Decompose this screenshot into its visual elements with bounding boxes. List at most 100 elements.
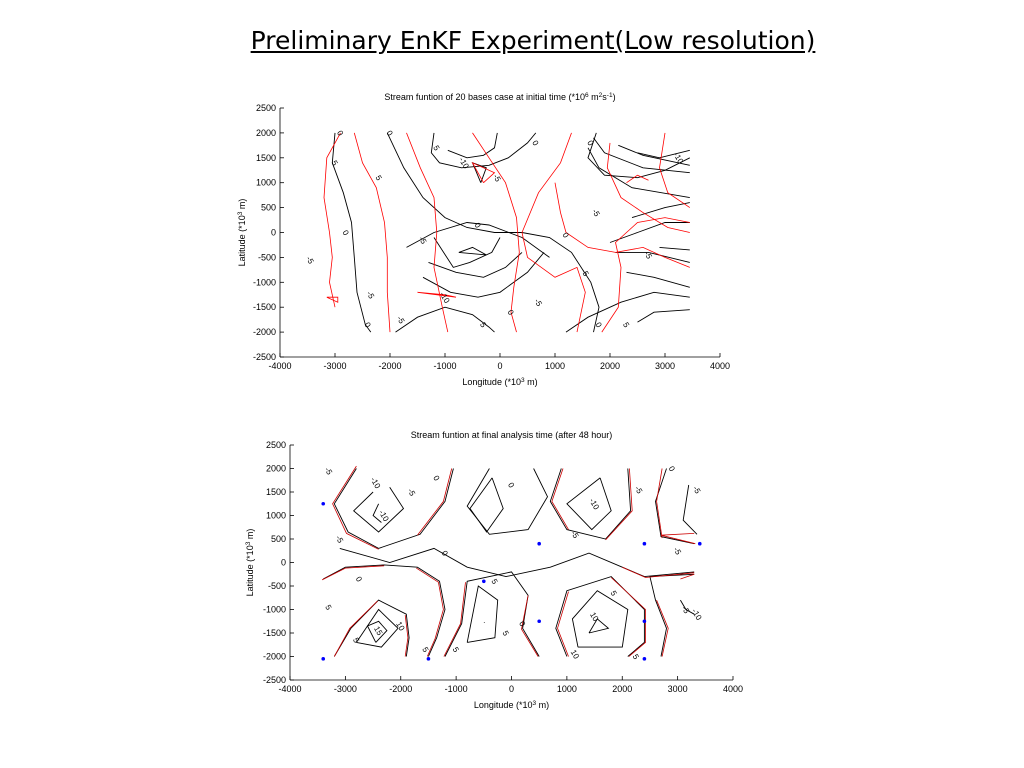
contour-value-label: -5 [406,487,418,498]
x-tick-label: -2000 [378,361,401,371]
contour-line-red [605,468,633,541]
contour-line-black [555,576,645,657]
y-tick-label: -2000 [253,327,276,337]
contour-value-label: 5 [351,636,361,645]
chart-title: Stream funtion at final analysis time (a… [411,430,613,440]
contour-line-black [659,246,690,251]
y-tick-label: -2000 [263,652,286,662]
contour-line-black [339,547,695,578]
contour-value-label: 0 [530,139,540,148]
contour-line-black [466,585,499,643]
contour-line-red [554,182,690,268]
contour-line-black [333,468,454,549]
x-tick-label: 4000 [710,361,730,371]
contour-line-black [680,599,695,615]
contour-value-label: -5 [532,297,544,308]
contour-line-black [333,599,410,657]
x-tick-label: -2000 [389,684,412,694]
contour-value-label: 10 [569,648,582,661]
contour-value-label: 0 [594,321,604,330]
x-tick-label: -4000 [278,684,301,694]
contour-value-label: 5 [323,603,333,612]
contour-value-label: 5 [631,653,641,662]
y-axis-label: Latitude (*103 m) [245,529,256,597]
contour-line-black [587,132,691,179]
contour-line-red [656,468,663,539]
contour-line-red [406,132,449,333]
chart-title: Stream funtion of 20 bases case at initi… [384,92,615,103]
contour-line-red [353,132,391,333]
contour-line-red [557,591,569,657]
contour-line-red [610,577,646,657]
x-tick-label: -4000 [268,361,291,371]
contour-line-black [649,573,695,657]
contour-value-label: -5 [672,546,684,557]
y-tick-label: 2500 [256,103,276,113]
contour-value-label: 5 [489,577,499,586]
contour-value-label: -5 [304,255,316,266]
observation-point [426,657,431,661]
contour-line-red [417,468,453,536]
contour-line-red [680,573,695,580]
contour-line-black [444,571,540,657]
contour-line-black [353,487,405,533]
y-tick-label: -500 [268,581,286,591]
y-tick-label: 1500 [256,153,276,163]
observation-point [642,619,647,624]
contour-line-black [631,202,690,219]
y-axis-label: Latitude (*103 m) [237,199,248,267]
contour-line-red [443,582,466,657]
contour-line-red [472,132,520,333]
contour-value-label: -5 [365,290,377,301]
contour-line-red [659,132,691,208]
observation-point [321,657,326,661]
contour-value-label: 0 [667,465,677,474]
contour-line-red [551,468,569,530]
x-tick-label: 2000 [600,361,620,371]
y-tick-label: 2000 [256,128,276,138]
contour-line-red [416,567,444,657]
contour-value-label: -5 [642,250,654,261]
contour-line-black [331,132,372,333]
x-tick-label: 1000 [545,361,565,371]
contour-value-label: 0 [517,620,527,629]
observation-point [482,579,486,584]
contour-value-label: -10 [438,290,452,305]
contour-line-red [323,132,341,308]
contour-line-black [566,477,612,531]
observation-point [697,541,702,546]
contour-line-black [322,564,446,657]
contour-line-red [521,595,539,657]
observation-point [642,541,647,546]
y-tick-label: -1000 [253,277,276,287]
y-tick-label: 0 [281,558,286,568]
contour-value-label: 0 [363,321,373,330]
contour-value-label: -5 [334,534,346,545]
contour-value-label: -10 [690,607,704,622]
contour-value-label: 0 [506,308,516,317]
y-tick-label: 1000 [256,178,276,188]
contour-line-black [593,137,690,174]
contour-line-red [326,296,339,303]
contour-value-label: -5 [680,604,692,615]
contour-value-label: 0 [506,481,516,490]
contour-value-label: 5 [431,144,441,153]
contour-value-label: -5 [569,529,581,540]
y-tick-label: -1000 [263,605,286,615]
x-tick-label: -3000 [334,684,357,694]
contour-line-black [430,132,537,169]
contour-line-black [372,503,382,523]
contour-value-label: 10 [588,611,601,624]
contour-value-label: 0 [335,129,345,138]
contour-line-red [656,599,669,657]
contour-line-black [469,477,504,533]
contour-line-red [606,142,690,233]
contour-line-red [601,217,690,333]
contour-value-label: 0 [341,229,351,238]
observation-point [537,619,541,624]
contour-line-black [549,468,632,540]
y-tick-label: -2500 [253,352,276,362]
x-tick-label: -3000 [323,361,346,371]
y-tick-label: 1000 [266,511,286,521]
contour-line-black [406,222,550,258]
